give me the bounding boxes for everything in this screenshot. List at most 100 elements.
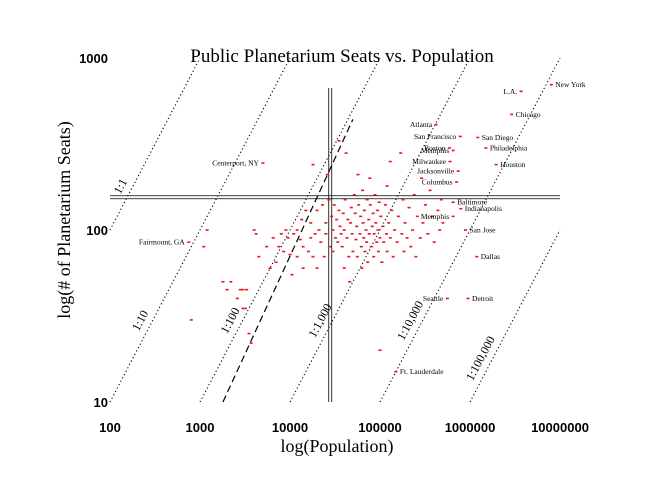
data-point: [409, 245, 413, 248]
data-point: [371, 212, 375, 215]
data-point: [221, 280, 225, 283]
data-point: [438, 229, 442, 231]
data-point: [347, 255, 351, 258]
data-point: [345, 237, 349, 239]
data-point: [456, 170, 460, 172]
data-point: [292, 233, 296, 235]
data-point: [459, 207, 463, 210]
data-point: [243, 307, 247, 310]
data-point: [379, 215, 383, 218]
data-point: [378, 237, 382, 239]
data-point: [350, 233, 354, 235]
data-point: [451, 201, 455, 204]
city-label: Boston: [424, 143, 446, 152]
ratio-line-2: [199, 57, 381, 403]
x-axis-label: log(Population): [281, 436, 394, 457]
y-tick-label: 10: [94, 395, 108, 410]
data-point: [284, 229, 288, 231]
data-point: [295, 255, 299, 258]
data-point: [225, 288, 229, 291]
x-tick-label: 100: [99, 420, 121, 435]
data-point: [376, 229, 380, 231]
data-point: [370, 225, 374, 228]
data-point: [254, 233, 258, 235]
data-point: [366, 261, 370, 263]
data-point: [324, 222, 328, 224]
data-point: [325, 173, 329, 176]
data-point: [337, 140, 341, 142]
data-point: [324, 233, 328, 235]
ratio-line-label-0: 1:1: [110, 176, 130, 196]
data-point: [355, 225, 359, 228]
data-point: [346, 218, 350, 221]
city-labels-group: New York L.A. Chicago Atlanta San Francisco S…: [139, 80, 586, 376]
data-point: [475, 255, 479, 258]
data-point: [458, 135, 462, 138]
data-point: [304, 209, 308, 212]
data-point: [341, 212, 345, 215]
data-point: [414, 255, 418, 258]
data-point: [351, 250, 355, 253]
data-point: [388, 160, 392, 163]
data-point: [317, 229, 321, 231]
data-point: [365, 241, 369, 243]
data-point: [369, 245, 373, 248]
data-point: [321, 204, 325, 206]
data-point: [519, 90, 523, 93]
data-point: [301, 245, 305, 248]
x-tick-label: 1000: [186, 420, 215, 435]
data-point: [265, 245, 269, 248]
y-tick-label: 100: [86, 223, 108, 238]
data-point: [257, 255, 261, 258]
data-point: [360, 267, 364, 269]
data-point: [378, 349, 382, 352]
city-label: Houston: [500, 160, 526, 169]
data-point: [420, 177, 424, 180]
city-label: Memphis: [421, 212, 449, 221]
data-point: [367, 233, 371, 235]
data-point: [338, 225, 342, 228]
data-point: [494, 163, 498, 166]
city-label: Detroit: [472, 294, 494, 303]
data-point: [241, 288, 245, 291]
city-label: Memphis: [421, 146, 449, 155]
data-point: [352, 194, 356, 196]
data-point: [377, 201, 381, 204]
data-point: [407, 206, 411, 209]
data-point: [331, 250, 335, 253]
data-point: [380, 261, 384, 263]
data-point: [295, 229, 299, 231]
data-point: [367, 218, 371, 221]
reference-lines-group: [110, 88, 560, 403]
data-point: [187, 241, 191, 243]
data-point: [288, 253, 292, 256]
city-label: San Diego: [482, 133, 514, 142]
data-point: [327, 198, 331, 201]
data-point: [342, 267, 346, 269]
data-point: [330, 215, 334, 218]
data-point: [359, 215, 363, 218]
data-point: [268, 267, 272, 269]
data-points-group: [187, 83, 553, 373]
data-point: [271, 237, 275, 239]
data-point: [384, 233, 388, 235]
city-label: Seattle: [423, 294, 444, 303]
ratio-line-label-1: 1:10: [129, 308, 151, 333]
data-point: [315, 209, 319, 212]
data-point: [355, 255, 359, 258]
city-label: Philadelphia: [490, 143, 528, 152]
data-point: [421, 222, 425, 224]
data-point: [247, 332, 251, 335]
data-point: [428, 189, 432, 192]
data-point: [401, 198, 405, 201]
data-point: [328, 245, 332, 248]
data-point: [301, 267, 305, 269]
data-point: [383, 204, 387, 206]
city-label: Atlanta: [410, 120, 433, 129]
data-point: [466, 297, 470, 300]
city-label: Dallas: [481, 252, 500, 261]
data-point: [361, 189, 365, 192]
data-point: [455, 181, 459, 183]
data-point: [418, 237, 422, 239]
